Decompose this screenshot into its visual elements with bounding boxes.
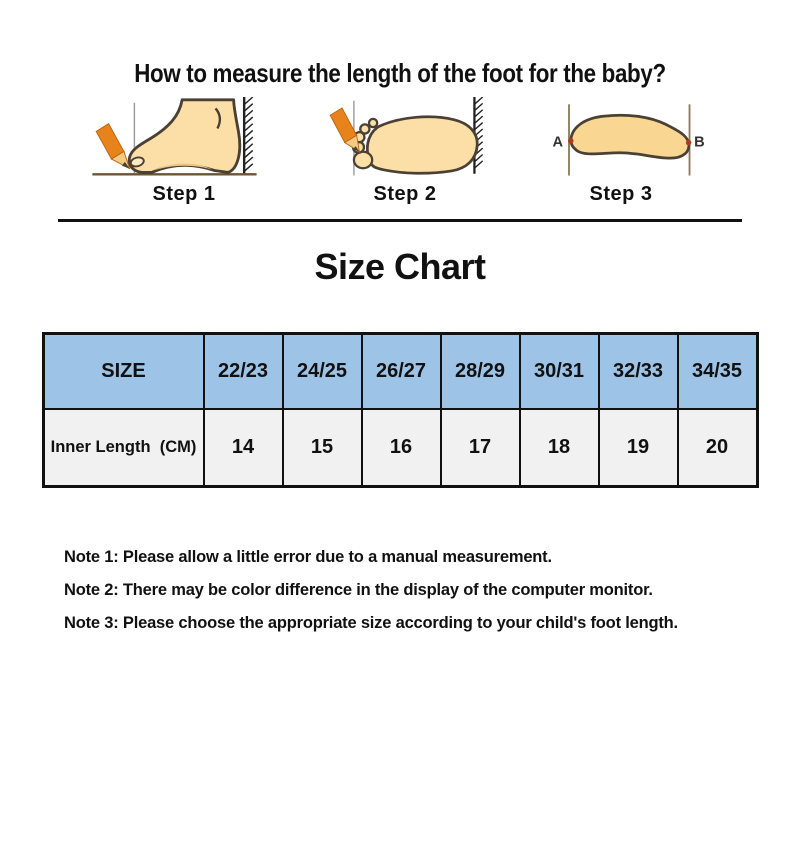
step-2-figure: Step 2 <box>313 97 498 206</box>
measurement-steps: Step 1 <box>0 97 800 206</box>
foot-sole-outline-illustration: A B <box>552 104 705 176</box>
point-a-label: A <box>552 134 563 150</box>
size-header-cell: 22/23 <box>202 332 284 410</box>
inner-length-cell: 17 <box>439 408 521 488</box>
step-label: Step 2 <box>373 183 437 205</box>
size-chart-title: Size Chart <box>314 246 486 287</box>
pencil-icon <box>95 123 130 170</box>
foot-shape <box>365 115 479 175</box>
notes-section: Note 1: Please allow a little error due … <box>64 548 800 633</box>
foot-shape <box>568 113 690 160</box>
point-b-label: B <box>694 134 705 150</box>
foot-top-view-illustration <box>329 97 483 176</box>
inner-length-cell: 15 <box>281 408 363 488</box>
size-column-header: SIZE <box>42 332 205 410</box>
inner-length-cell: 16 <box>360 408 442 488</box>
section-divider <box>58 219 742 222</box>
step-label: Step 1 <box>152 183 216 205</box>
marker-dot-a <box>567 138 574 144</box>
product-size-guide: How to measure the length of the foot fo… <box>0 58 800 858</box>
note-line-3: Note 3: Please choose the appropriate si… <box>64 614 678 632</box>
inner-length-cell: 14 <box>202 408 284 488</box>
size-chart-table: SIZE 22/23 24/25 26/27 28/29 30/31 32/33… <box>41 332 759 488</box>
pencil-icon <box>329 107 360 153</box>
step-label: Step 3 <box>589 183 653 205</box>
table-row: Inner Length (CM) 14 15 16 17 18 19 20 <box>42 408 758 488</box>
inner-length-cell: 19 <box>597 408 679 488</box>
note-line-1: Note 1: Please allow a little error due … <box>64 548 552 566</box>
size-header-cell: 24/25 <box>281 332 363 410</box>
toenail <box>129 156 145 168</box>
inner-length-cell: 18 <box>518 408 600 488</box>
page-title: How to measure the length of the foot fo… <box>134 58 666 88</box>
ankle-crease <box>214 107 221 130</box>
size-header-cell: 32/33 <box>597 332 679 410</box>
inner-length-label: Inner Length (CM) <box>42 408 205 488</box>
foot-side-view-illustration <box>91 97 257 176</box>
size-header-cell: 26/27 <box>360 332 442 410</box>
marker-dot-b <box>685 139 691 146</box>
inner-length-cell: 20 <box>676 408 758 488</box>
size-header-cell: 30/31 <box>518 332 600 410</box>
foot-shape <box>127 98 241 174</box>
size-header-cell: 28/29 <box>439 332 521 410</box>
note-line-2: Note 2: There may be color difference in… <box>64 581 653 599</box>
size-header-cell: 34/35 <box>676 332 758 410</box>
foot-shading <box>152 163 213 171</box>
wall-hatching <box>242 97 253 174</box>
step-1-figure: Step 1 <box>82 97 287 206</box>
step-3-figure: A B Step 3 <box>524 97 719 206</box>
table-header-row: SIZE 22/23 24/25 26/27 28/29 30/31 32/33… <box>42 332 758 410</box>
